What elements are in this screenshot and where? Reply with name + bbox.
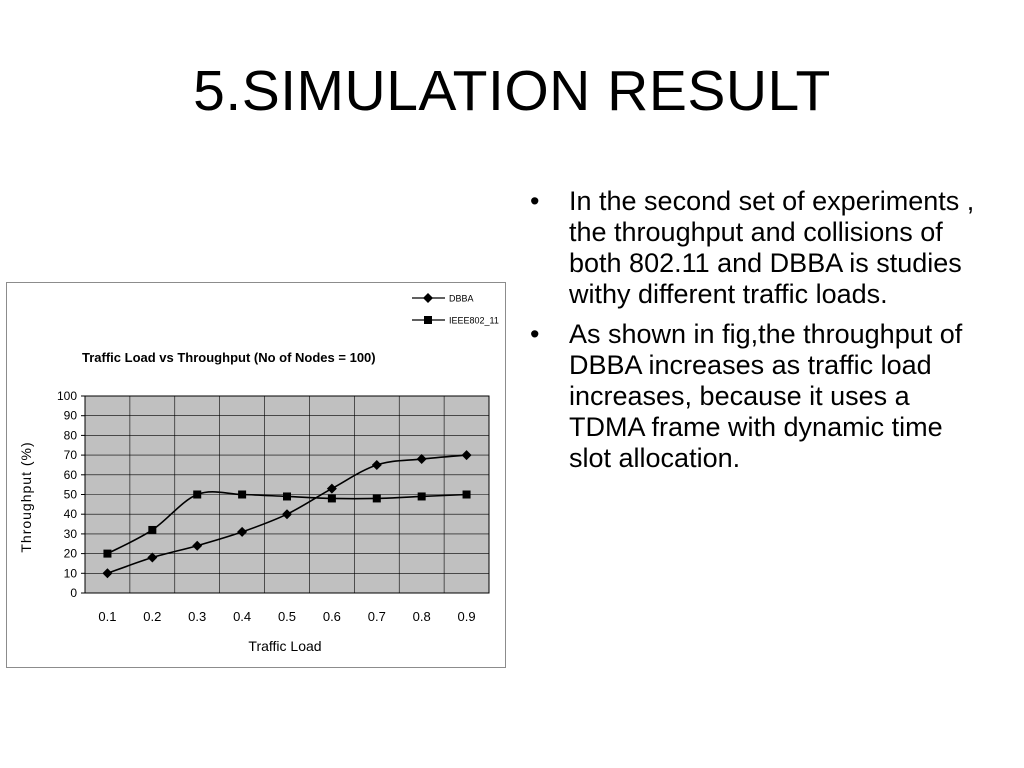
data-point-dbba: [192, 540, 203, 551]
data-point-ieee802-11: [193, 490, 202, 499]
y-tick-label: 80: [64, 428, 78, 442]
x-axis-ticks: 0.1 0.2 0.3 0.4 0.5 0.6 0.7 0.8 0.9: [98, 609, 475, 624]
x-axis-label: Traffic Load: [248, 638, 321, 654]
data-point-dbba: [416, 454, 427, 465]
y-axis-label: Throughput (%): [18, 441, 34, 552]
x-tick-label: 0.2: [143, 609, 161, 624]
x-tick-label: 0.7: [368, 609, 386, 624]
data-point-dbba: [326, 483, 337, 494]
x-tick-label: 0.1: [98, 609, 116, 624]
x-tick-label: 0.4: [233, 609, 251, 624]
data-point-dbba: [147, 552, 158, 563]
y-tick-label: 10: [64, 566, 78, 580]
chart-title: Traffic Load vs Throughput (No of Nodes …: [82, 350, 376, 365]
data-point-ieee802-11: [372, 494, 381, 503]
data-point-dbba: [237, 526, 248, 537]
y-axis-ticks: 0 10 20 30 40 50 60 70 80 90 100: [57, 389, 85, 600]
y-tick-label: 40: [64, 507, 78, 521]
grid-lines: [84, 395, 490, 594]
y-tick-label: 70: [64, 448, 78, 462]
bullet-dot: •: [530, 319, 540, 349]
throughput-chart: DBBA IEEE802_11 Traffic Load vs Throughpu…: [6, 282, 506, 668]
bullet-list: • In the second set of experiments , the…: [530, 186, 990, 483]
data-point-ieee802-11: [327, 494, 336, 503]
y-tick-label: 50: [64, 488, 78, 502]
legend-marker-dbba: [423, 293, 433, 303]
data-point-ieee802-11: [283, 492, 291, 501]
y-tick-label: 100: [57, 389, 77, 403]
y-tick-label: 90: [64, 409, 78, 423]
legend-label-dbba: DBBA: [449, 294, 474, 304]
bullet-item: • In the second set of experiments , the…: [530, 186, 990, 310]
y-tick-label: 30: [64, 527, 78, 541]
data-point-ieee802-11: [462, 490, 471, 499]
x-tick-label: 0.3: [188, 609, 206, 624]
data-point-dbba: [461, 450, 472, 461]
chart-legend: DBBA IEEE802_11: [412, 293, 499, 326]
data-point-ieee802-11: [103, 549, 112, 558]
bullet-text: In the second set of experiments , the t…: [569, 186, 975, 309]
legend-label-ieee802-11: IEEE802_11: [449, 316, 499, 326]
y-tick-label: 20: [64, 547, 78, 561]
x-tick-label: 0.6: [323, 609, 341, 624]
data-point-ieee802-11: [238, 490, 247, 499]
data-point-dbba: [282, 509, 292, 520]
series-layer: [102, 450, 472, 579]
data-point-dbba: [371, 459, 382, 470]
bullet-item: • As shown in fig,the throughput of DBBA…: [530, 319, 990, 474]
y-tick-label: 60: [64, 468, 78, 482]
slide-title: 5.SIMULATION RESULT: [193, 59, 831, 123]
chart-svg: DBBA IEEE802_11 Traffic Load vs Throughpu…: [18, 293, 499, 654]
data-point-dbba: [102, 568, 113, 579]
data-point-ieee802-11: [148, 525, 157, 534]
legend-marker-ieee802-11: [424, 316, 432, 324]
bullet-dot: •: [530, 186, 540, 216]
x-tick-label: 0.9: [458, 609, 476, 624]
x-tick-label: 0.8: [413, 609, 431, 624]
data-point-ieee802-11: [417, 492, 426, 501]
bullet-text: As shown in fig,the throughput of DBBA i…: [569, 319, 963, 473]
y-tick-label: 0: [70, 586, 77, 600]
x-tick-label: 0.5: [278, 609, 296, 624]
